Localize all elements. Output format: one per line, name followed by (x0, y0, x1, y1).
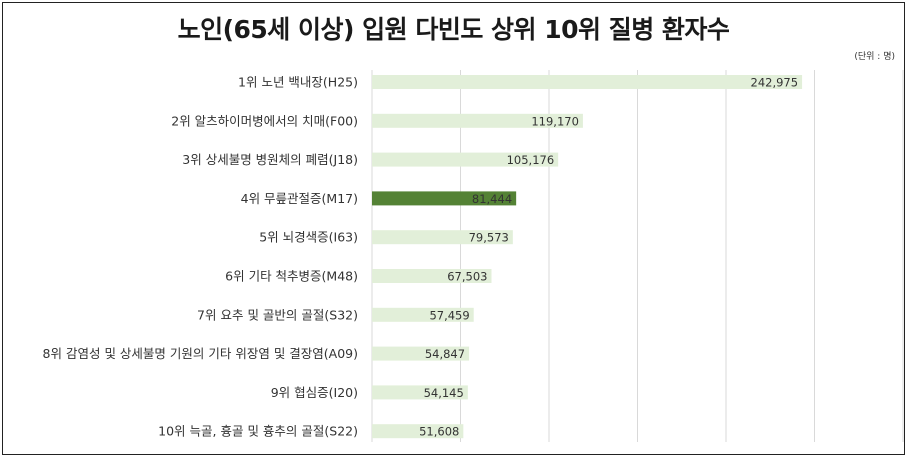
gridlines (371, 70, 904, 442)
value-label: 54,145 (424, 386, 464, 400)
value-label: 119,170 (531, 114, 579, 128)
value-label: 105,176 (507, 153, 555, 167)
category-label: 7위 요추 및 골반의 골절(S32) (197, 307, 358, 322)
unit-label: (단위 : 명) (854, 52, 895, 62)
bar (372, 113, 583, 128)
value-label: 57,459 (429, 308, 469, 322)
value-label: 54,847 (425, 347, 465, 361)
bar (372, 385, 468, 400)
bars (372, 75, 803, 439)
category-label: 5위 뇌경색증(I63) (259, 230, 358, 245)
category-label: 10위 늑골, 흉골 및 흉추의 골절(S22) (158, 424, 358, 439)
category-label: 3위 상세불명 병원체의 폐렴(J18) (182, 152, 358, 167)
value-label: 79,573 (469, 231, 509, 245)
category-labels: 1위 노년 백내장(H25) 2위 알츠하이머병에서의 치매(F00) 3위 상세불… (43, 75, 358, 439)
bar (372, 230, 513, 245)
value-label: 67,503 (447, 270, 487, 284)
category-label: 1위 노년 백내장(H25) (238, 75, 358, 90)
chart-title: 노인(65세 이상) 입원 다빈도 상위 10위 질병 환자수 (177, 15, 730, 44)
bar (372, 346, 470, 361)
bar (372, 424, 464, 439)
bar (372, 152, 559, 167)
category-label: 2위 알츠하이머병에서의 치매(F00) (171, 113, 358, 128)
value-label: 51,608 (419, 425, 459, 439)
value-label: 81,444 (472, 192, 512, 206)
category-label: 4위 무릎관절증(M17) (241, 191, 358, 206)
category-label: 6위 기타 척추병증(M48) (225, 269, 358, 284)
category-label: 8위 감염성 및 상세불명 기원의 기타 위장염 및 결장염(A09) (43, 346, 358, 361)
category-label: 9위 협심증(I20) (271, 385, 358, 400)
bar (372, 307, 474, 322)
bar (372, 269, 492, 283)
bar (372, 75, 803, 89)
bar (372, 191, 517, 206)
value-labels: 242,975 119,170 105,176 81,444 79,573 67,503 5… (419, 76, 798, 439)
value-label: 242,975 (751, 76, 799, 90)
